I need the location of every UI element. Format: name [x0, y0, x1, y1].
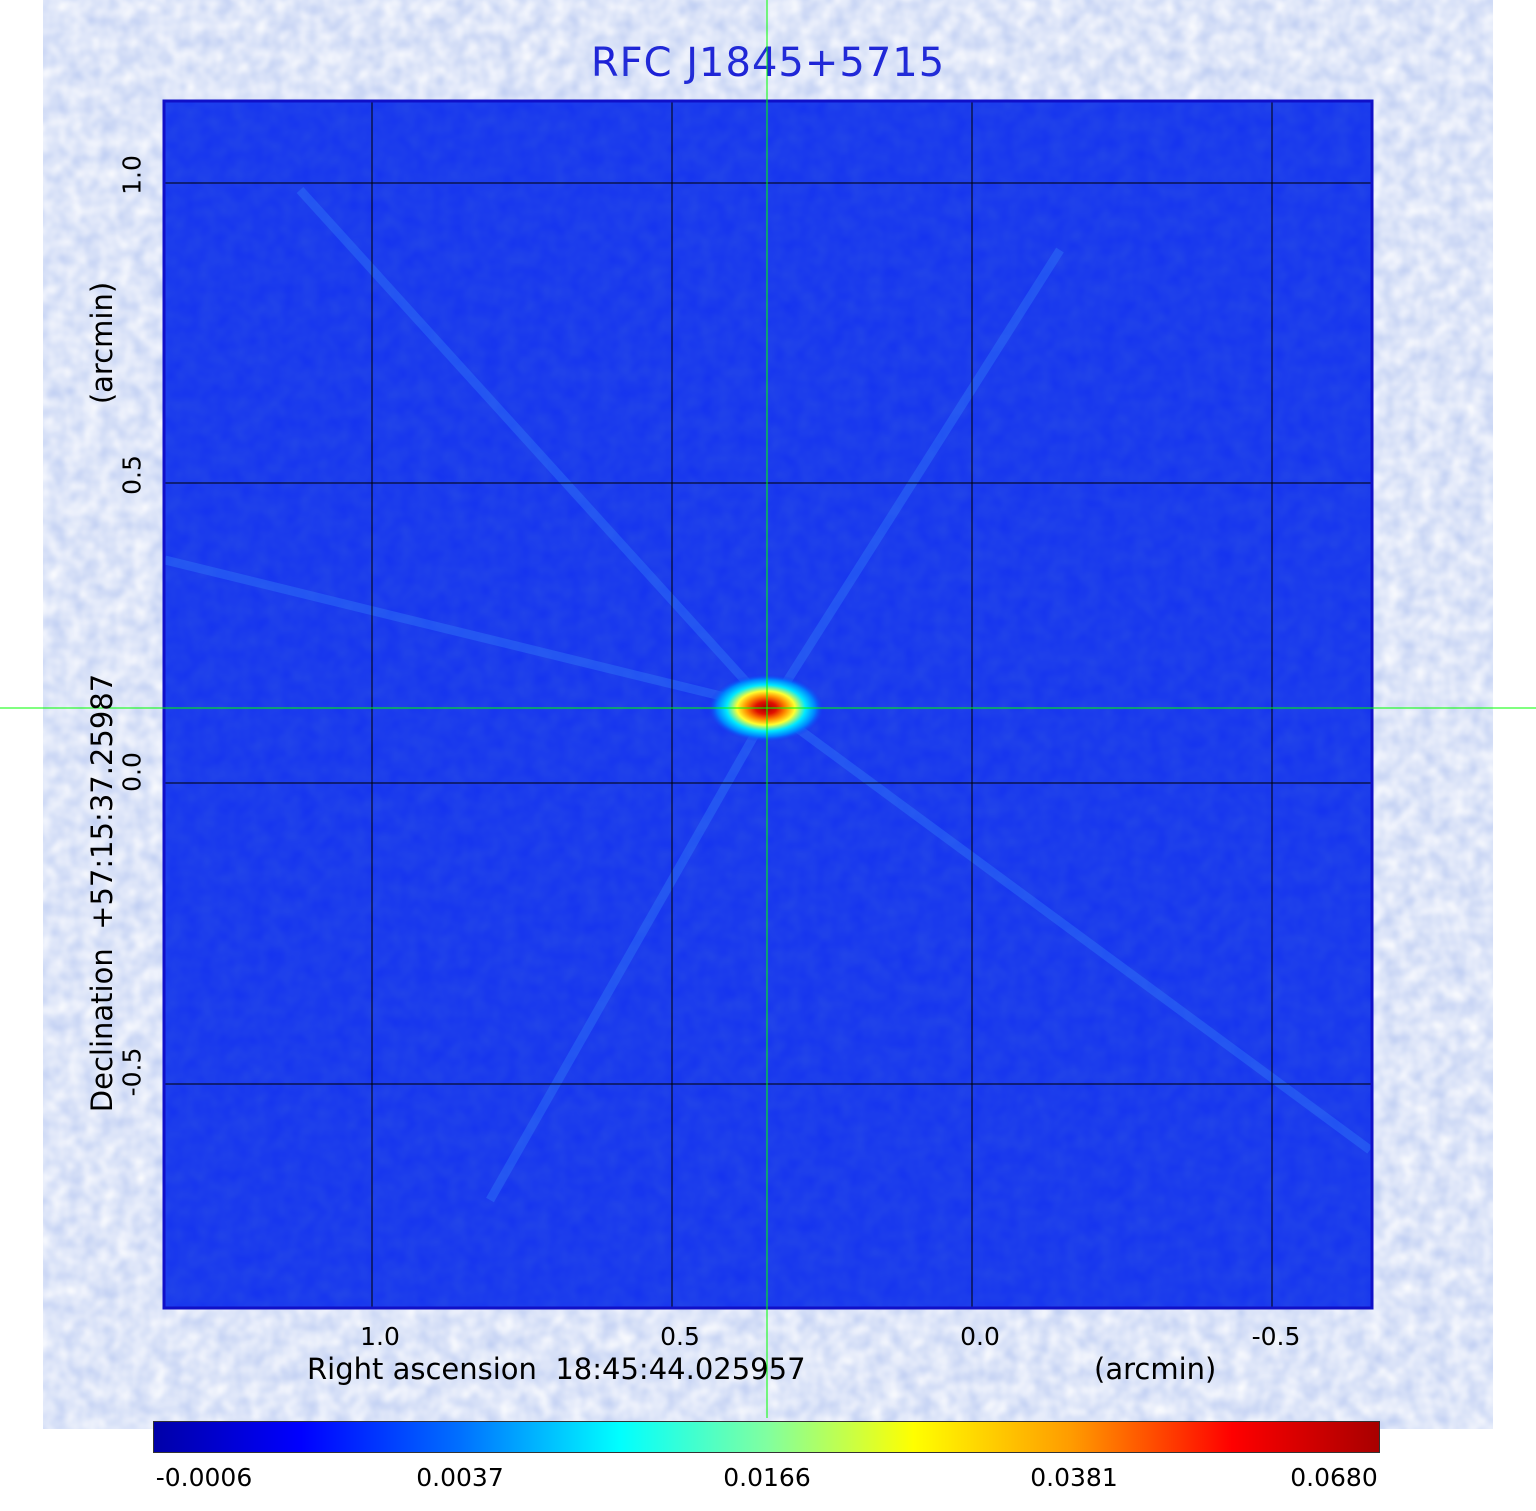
colorbar-tick-label: 0.0381: [1030, 1463, 1118, 1492]
x-tick-label: 0.5: [660, 1322, 700, 1351]
colorbar: [153, 1421, 1380, 1453]
x-axis-label: Right ascension 18:45:44.025957: [307, 1352, 806, 1386]
colorbar-tick-label: -0.0006: [155, 1463, 253, 1492]
colorbar-tick-label: 0.0037: [416, 1463, 504, 1492]
y-tick-label: 0.0: [117, 752, 147, 792]
y-tick-label: -0.5: [117, 1047, 147, 1097]
x-tick-label: -0.5: [1251, 1322, 1301, 1351]
y-tick-label: 1.0: [117, 155, 147, 195]
y-axis-unit: (arcmin): [85, 281, 119, 405]
x-tick-label: 1.0: [360, 1322, 400, 1351]
y-axis-label: Declination +57:15:37.25987: [85, 673, 119, 1113]
x-tick-label: 0.0: [960, 1322, 1000, 1351]
y-tick-label: 0.5: [117, 455, 147, 495]
colorbar-tick-label: 0.0680: [1290, 1463, 1378, 1492]
crosshair: [0, 0, 1536, 1418]
coordinate-grid: [164, 101, 1372, 1308]
x-axis-unit: (arcmin): [1094, 1352, 1217, 1386]
image-frame: [162, 99, 1374, 1310]
colorbar-tick-label: 0.0166: [723, 1463, 811, 1492]
sidelobe-streaks: [163, 186, 1373, 1203]
